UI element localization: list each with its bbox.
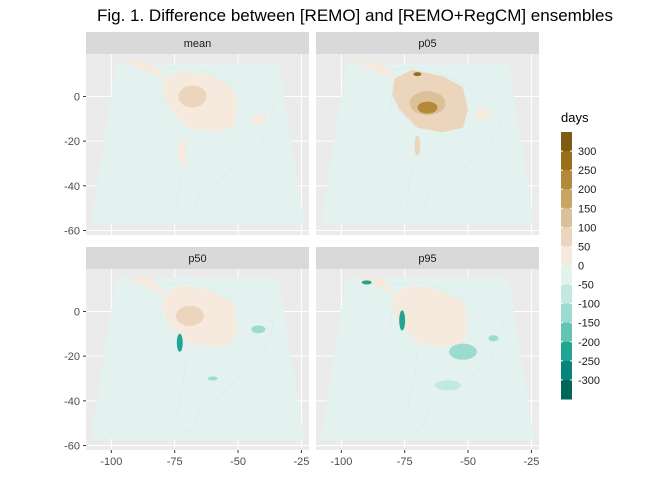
legend: days 300 250 200 150 100 50 0 -50 -100 -150 -200 -2… <box>561 110 600 400</box>
legend-break-label: -100 <box>578 299 600 311</box>
central-america <box>351 60 398 79</box>
y-tick-label: 0 <box>74 306 80 318</box>
legend-swatch <box>561 303 572 324</box>
axes: 0 -20 -40 -60 0 -20 -40 -60 -100 -75 -50 -25 -100 -75… <box>64 91 539 468</box>
anomaly-negative <box>176 333 183 352</box>
panel-p95: p95 <box>316 247 539 450</box>
facet-label: p50 <box>188 253 206 265</box>
anomaly-hotspot <box>413 72 422 77</box>
x-tick-label: -50 <box>230 456 246 468</box>
legend-break-label: 0 <box>578 261 584 273</box>
legend-swatch <box>561 132 572 152</box>
legend-swatch <box>561 341 572 362</box>
y-tick-label: -60 <box>64 226 80 238</box>
legend-swatch <box>561 265 572 286</box>
legend-swatch <box>561 360 572 381</box>
x-tick-label: -50 <box>460 456 476 468</box>
panel-mean: mean <box>86 32 309 235</box>
anomaly-negative <box>448 343 477 360</box>
legend-swatch <box>561 322 572 343</box>
y-tick-label: -60 <box>64 441 80 453</box>
legend-swatch <box>561 227 572 247</box>
anomaly-negative <box>361 280 372 285</box>
central-america <box>351 275 398 294</box>
central-america <box>121 60 168 79</box>
chart-title: Fig. 1. Difference between [REMO] and [R… <box>97 6 613 25</box>
legend-title: days <box>561 110 589 125</box>
facet-strip <box>86 32 309 54</box>
legend-labels: 300 250 200 150 100 50 0 -50 -100 -150 -200 -250 -30… <box>578 146 600 387</box>
legend-break-label: 50 <box>578 241 590 253</box>
facet-strip <box>86 247 309 269</box>
legend-break-label: 200 <box>578 184 596 196</box>
legend-swatch <box>561 189 572 209</box>
y-tick-label: -40 <box>64 396 80 408</box>
anomaly-negative <box>399 310 406 331</box>
legend-swatch <box>561 151 572 171</box>
legend-break-label: 250 <box>578 165 596 177</box>
y-tick-label: -20 <box>64 136 80 148</box>
x-tick-label: -100 <box>330 456 352 468</box>
anomaly-negative <box>251 325 266 334</box>
x-tick-label: -25 <box>293 456 309 468</box>
legend-break-label: 150 <box>578 203 596 215</box>
anomaly-negative <box>488 335 499 342</box>
anomaly-region <box>392 284 469 348</box>
facet-strip <box>316 247 539 269</box>
anomaly-core <box>178 85 207 108</box>
facet-label: mean <box>184 38 212 50</box>
legend-break-label: -50 <box>578 280 594 292</box>
anomaly-region <box>250 113 267 124</box>
facet-label: p95 <box>418 253 436 265</box>
legend-break-label: -150 <box>578 318 600 330</box>
anomaly-negative <box>207 376 218 381</box>
legend-break-label: 100 <box>578 222 596 234</box>
anomaly-negative <box>434 380 461 391</box>
panel-p50: p50 <box>86 247 309 450</box>
panel-p05: p05 <box>316 32 539 235</box>
x-tick-label: -75 <box>397 456 413 468</box>
legend-swatch <box>561 246 572 266</box>
legend-swatch <box>561 284 572 305</box>
legend-swatch <box>561 379 572 400</box>
x-tick-label: -25 <box>523 456 539 468</box>
legend-colorbar <box>561 132 572 400</box>
legend-break-label: -200 <box>578 337 600 349</box>
y-tick-label: -20 <box>64 351 80 363</box>
legend-swatch <box>561 208 572 228</box>
anomaly-region <box>474 109 493 120</box>
facet-panels: mean p05 p50 p95 <box>86 32 539 450</box>
facet-label: p05 <box>418 38 436 50</box>
central-america <box>121 275 168 294</box>
anomaly-core <box>175 305 204 326</box>
anomaly-core <box>417 101 438 114</box>
y-tick-label: -40 <box>64 181 80 193</box>
x-tick-label: -75 <box>167 456 183 468</box>
y-tick-label: 0 <box>74 91 80 103</box>
legend-break-label: 300 <box>578 146 596 158</box>
legend-break-label: -300 <box>578 375 600 387</box>
anomaly-region <box>178 138 187 167</box>
x-tick-label: -100 <box>100 456 122 468</box>
legend-break-label: -250 <box>578 356 600 368</box>
anomaly-region <box>414 135 421 156</box>
legend-swatch <box>561 170 572 190</box>
facet-strip <box>316 32 539 54</box>
